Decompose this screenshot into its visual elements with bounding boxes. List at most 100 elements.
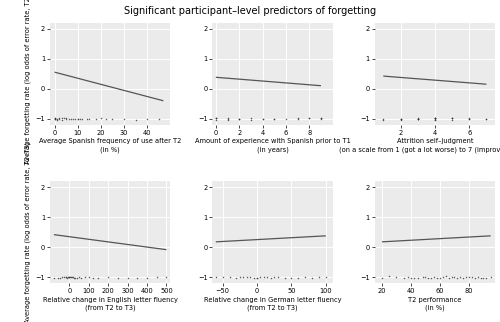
Text: Significant participant–level predictors of forgetting: Significant participant–level predictors… [124,6,376,16]
Point [256,275,264,280]
Point [77,275,85,280]
Point [54,275,62,280]
Point [465,275,473,280]
Point [88,275,96,280]
Point [70,276,78,281]
Point [476,275,484,280]
Point [400,275,407,280]
Point [433,275,441,280]
Point [50,117,58,122]
Point [64,117,72,122]
Point [474,274,482,279]
Point [58,116,66,121]
Point [70,275,78,280]
Point [427,275,435,280]
Point [235,117,243,122]
Point [132,117,140,122]
Point [418,275,426,280]
Point [482,117,490,122]
Point [422,275,430,280]
Point [86,117,94,122]
Point [236,274,244,279]
Point [414,116,422,121]
Point [66,275,74,280]
Point [448,116,456,121]
Point [258,117,266,122]
Point [448,117,456,122]
Point [407,275,415,280]
Point [102,117,110,122]
Point [470,276,478,281]
X-axis label: T2 performance
(in %): T2 performance (in %) [408,297,462,311]
Point [378,275,386,280]
Point [212,115,220,120]
Point [62,117,70,122]
Point [94,275,102,280]
Point [456,274,464,279]
Point [258,116,266,121]
Point [454,275,462,280]
Point [431,116,439,121]
Point [431,117,439,122]
Point [64,275,72,280]
Point [431,115,439,120]
X-axis label: Amount of experience with Spanish prior to T1
(in years): Amount of experience with Spanish prior … [194,138,350,153]
Point [444,275,452,280]
Point [450,274,458,279]
Point [53,117,61,122]
Point [459,275,467,280]
Point [134,275,141,280]
Point [486,275,494,280]
Point [75,275,83,280]
Point [392,274,400,279]
Point [235,116,243,121]
Point [64,274,72,279]
Point [462,275,470,280]
Point [92,116,100,121]
Point [465,116,473,121]
Point [414,276,422,281]
Point [414,116,422,121]
Point [85,274,93,279]
Point [212,116,220,121]
Point [69,117,77,122]
Y-axis label: Average forgetting rate (log odds of error rate, T2–T3): Average forgetting rate (log odds of err… [25,142,32,322]
Point [74,116,82,121]
X-axis label: Relative change in English letter fluency
(from T2 to T3): Relative change in English letter fluenc… [42,297,177,311]
Point [58,274,66,279]
Point [431,116,439,121]
Point [247,116,255,121]
Point [465,117,473,122]
Point [212,115,220,120]
Point [380,117,388,122]
Point [448,274,456,279]
Point [465,117,473,122]
Point [50,276,58,281]
X-axis label: Attrition self–judgment
(on a scale from 1 (got a lot worse) to 7 (improved a lo: Attrition self–judgment (on a scale from… [339,138,500,153]
Point [280,275,288,280]
Point [224,116,232,121]
Point [396,117,404,122]
Point [430,274,438,279]
Point [240,275,248,280]
Point [253,275,261,280]
Point [270,117,278,122]
Point [482,116,490,121]
Point [162,274,170,279]
Point [482,276,490,281]
Point [81,275,89,280]
Point [414,117,422,122]
Point [322,274,330,279]
Point [67,117,75,122]
Point [380,117,388,122]
Point [50,117,58,122]
Point [410,275,418,280]
Point [50,116,58,121]
Point [274,275,281,280]
Point [66,274,74,279]
Point [253,276,261,281]
Point [448,116,456,121]
Point [414,117,422,122]
Point [62,275,70,280]
Point [242,274,250,279]
